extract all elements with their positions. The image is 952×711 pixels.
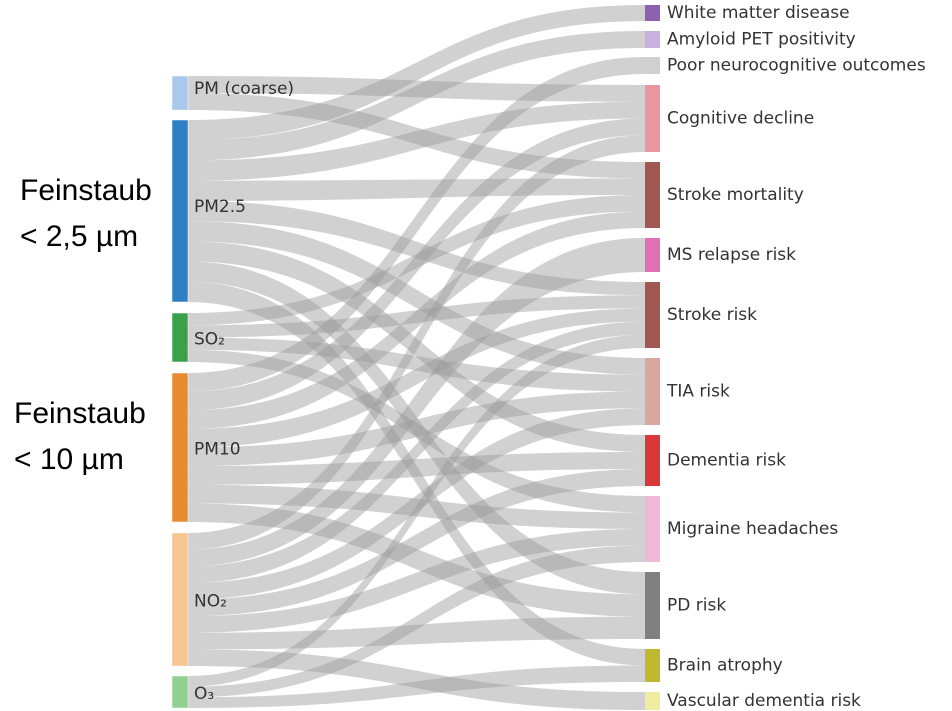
source-label: NO₂	[194, 592, 227, 612]
link	[188, 57, 645, 392]
target-label: Stroke mortality	[667, 185, 804, 205]
link	[188, 469, 645, 617]
annotation: < 10 µm	[14, 443, 124, 476]
target-label: MS relapse risk	[667, 245, 796, 265]
link	[188, 118, 645, 411]
links	[188, 5, 645, 710]
link	[188, 616, 645, 650]
source-node	[171, 312, 189, 363]
source-node	[171, 119, 189, 303]
target-node	[645, 572, 660, 639]
link	[188, 281, 645, 666]
source-label: PM10	[194, 440, 241, 460]
link	[188, 408, 645, 600]
link	[188, 5, 645, 141]
annotation: Feinstaub	[14, 397, 146, 430]
source-node	[171, 372, 189, 523]
source-label: PM (coarse)	[194, 79, 294, 99]
link	[188, 649, 645, 710]
link	[188, 200, 645, 296]
link	[188, 391, 645, 467]
target-label: TIA risk	[666, 382, 730, 402]
target-node	[645, 435, 660, 486]
link	[188, 308, 645, 448]
target-node	[645, 5, 660, 21]
source-label: PM2.5	[194, 197, 246, 217]
source-label: O₃	[194, 684, 214, 704]
link	[188, 484, 645, 529]
link	[188, 211, 645, 429]
link	[188, 76, 645, 102]
source-node	[171, 75, 189, 111]
link	[188, 241, 645, 452]
target-label: PD risk	[667, 596, 726, 616]
target-node	[645, 496, 660, 562]
link	[188, 337, 645, 392]
link	[188, 135, 645, 550]
link	[188, 503, 645, 617]
link	[188, 195, 645, 326]
target-node	[645, 282, 660, 348]
source-label: SO₂	[194, 330, 225, 350]
link	[188, 665, 645, 708]
target-node	[645, 85, 660, 152]
target-node	[645, 358, 660, 425]
link	[188, 101, 645, 181]
link	[188, 452, 645, 485]
link	[188, 238, 645, 567]
link	[188, 261, 645, 595]
link	[188, 295, 645, 338]
target-node	[645, 31, 660, 48]
target-node	[645, 238, 660, 272]
link	[188, 545, 645, 698]
target-label: Cognitive decline	[667, 109, 814, 129]
target-node	[645, 162, 660, 228]
link	[188, 93, 645, 179]
source-node	[171, 675, 189, 709]
link	[188, 321, 645, 583]
link	[188, 529, 645, 633]
target-node	[645, 57, 660, 74]
target-label: Migraine headaches	[667, 519, 838, 539]
target-label: Poor neurocognitive outcomes	[667, 56, 926, 76]
link	[188, 334, 645, 687]
link	[188, 221, 645, 375]
target-label: Dementia risk	[667, 451, 786, 471]
target-label: White matter disease	[667, 3, 850, 23]
link	[188, 178, 645, 201]
target-label: Stroke risk	[667, 305, 757, 325]
annotation: < 2,5 µm	[20, 220, 138, 253]
target-label: Vascular dementia risk	[667, 691, 861, 711]
annotation: Feinstaub	[20, 174, 152, 207]
link	[188, 31, 645, 161]
target-label: Brain atrophy	[667, 656, 783, 676]
target-node	[645, 649, 660, 682]
link	[188, 349, 645, 513]
source-node	[171, 532, 189, 667]
target-label: Amyloid PET positivity	[667, 30, 856, 50]
target-node	[645, 692, 660, 710]
